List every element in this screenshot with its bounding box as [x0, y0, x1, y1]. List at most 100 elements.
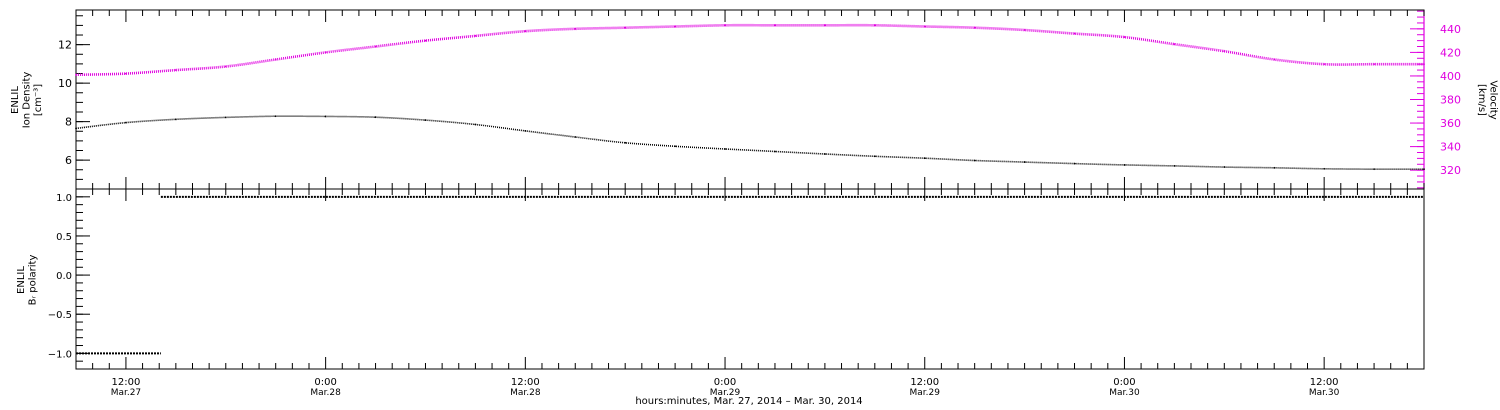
- time-axis: 12:00Mar.270:00Mar.2812:00Mar.280:00Mar.…: [111, 377, 1340, 398]
- velocity-point: [424, 39, 427, 42]
- velocity-point: [873, 24, 876, 27]
- top-plot-frame: [75, 9, 1425, 190]
- velocity-point: [474, 35, 477, 37]
- x-tick-date-label: Mar.29: [710, 388, 741, 398]
- density-point: [724, 148, 726, 150]
- density-point: [1023, 161, 1026, 163]
- density-point: [474, 123, 477, 126]
- velocity-axis-tick-label: 440: [1440, 23, 1461, 36]
- density-point: [324, 115, 327, 118]
- density-point: [823, 153, 826, 155]
- x-tick-date-label: Mar.27: [111, 388, 141, 398]
- velocity-point: [1023, 29, 1026, 31]
- x-tick-time-label: 12:00: [910, 377, 939, 388]
- density-point: [1423, 168, 1425, 171]
- density-axis-tick-label: 12: [58, 39, 72, 52]
- density-point: [524, 129, 527, 132]
- velocity-point: [923, 25, 926, 28]
- velocity-axis-label-line: [km/s]: [1476, 84, 1487, 116]
- density-point: [75, 127, 77, 130]
- density-point: [1123, 164, 1126, 166]
- x-tick-time-label: 0:00: [1113, 377, 1135, 388]
- velocity-axis-tick-label: 400: [1440, 70, 1461, 83]
- velocity-point: [1223, 50, 1226, 53]
- bottom-plot-frame: [75, 188, 1425, 370]
- velocity-series-line: [75, 23, 1424, 77]
- velocity-point: [574, 27, 577, 30]
- velocity-point: [75, 73, 77, 76]
- density-point: [624, 141, 627, 144]
- velocity-point: [224, 65, 227, 68]
- x-tick-date-label: Mar.30: [1109, 388, 1140, 398]
- velocity-point: [1323, 63, 1326, 66]
- density-point: [174, 118, 177, 121]
- density-point: [873, 155, 876, 158]
- polarity-axis-tick-label: −0.5: [48, 310, 72, 321]
- x-axis-title: hours:minutes, Mar. 27, 2014 – Mar. 30, …: [635, 396, 862, 407]
- density-axis-tick-label: 10: [58, 77, 72, 90]
- velocity-axis-label: ENLILVelocity[km/s]: [1476, 80, 1500, 119]
- density-axis-tick-label: 8: [65, 116, 72, 129]
- density-point: [1373, 168, 1375, 171]
- velocity-point: [1373, 63, 1375, 66]
- velocity-axis-label-line: Velocity: [1488, 80, 1499, 119]
- velocity-axis-tick-label: 380: [1440, 94, 1461, 107]
- density-point: [374, 116, 377, 119]
- density-point: [1273, 166, 1276, 169]
- polarity-axis-tick-label: −1.0: [48, 349, 72, 360]
- velocity-point: [125, 72, 127, 75]
- velocity-axis-tick-label: 420: [1440, 46, 1461, 59]
- density-point: [125, 121, 127, 124]
- velocity-point: [624, 26, 627, 29]
- density-point: [1073, 162, 1076, 165]
- x-tick-time-label: 0:00: [714, 377, 736, 388]
- density-series-line: [75, 115, 1424, 170]
- density-point: [1173, 165, 1176, 167]
- x-tick-time-label: 12:00: [511, 377, 540, 388]
- density-point: [1223, 166, 1226, 168]
- velocity-axis-tick-label: 360: [1440, 117, 1461, 130]
- x-tick-time-label: 0:00: [314, 377, 336, 388]
- polarity-axis-tick-label: 0.0: [56, 271, 72, 282]
- velocity-axis-tick-label: 340: [1440, 141, 1461, 154]
- velocity-axis-tick-label: 320: [1440, 164, 1461, 177]
- density-point: [774, 150, 776, 153]
- x-tick-time-label: 12:00: [1310, 377, 1339, 388]
- density-point: [923, 157, 926, 160]
- velocity-point: [774, 24, 776, 27]
- velocity-point: [674, 25, 677, 28]
- polarity-panel: −1.0 −0.5 0.0 0.5 1.0 ENLIL Bᵣ polarity: [16, 188, 1425, 370]
- polarity-axis-label: ENLIL Bᵣ polarity: [16, 255, 39, 306]
- velocity-point: [374, 45, 377, 48]
- density-point: [274, 115, 277, 118]
- density-point: [674, 145, 677, 148]
- x-tick-time-label: 12:00: [112, 377, 141, 388]
- density-axis-label-line: [cm⁻³]: [33, 84, 44, 116]
- density-point: [1323, 167, 1326, 170]
- velocity-point: [724, 24, 726, 27]
- polarity-axis-tick-label: 1.0: [56, 193, 72, 204]
- density-point: [973, 159, 976, 162]
- polarity-axis-tick-label: 0.5: [56, 232, 72, 243]
- polarity-axis-label-line: Bᵣ polarity: [27, 255, 38, 306]
- polarity-axis-label-line: ENLIL: [16, 266, 27, 294]
- velocity-point: [1123, 36, 1126, 38]
- density-axis-label-line: Ion Density: [22, 72, 33, 129]
- velocity-point: [324, 51, 327, 54]
- velocity-point: [174, 69, 177, 71]
- density-point: [424, 119, 427, 121]
- velocity-point: [1273, 58, 1276, 61]
- velocity-point: [973, 26, 976, 29]
- x-tick-date-label: Mar.29: [910, 388, 941, 398]
- velocity-point: [823, 24, 826, 27]
- velocity-point: [274, 58, 277, 61]
- velocity-point: [1173, 43, 1176, 46]
- x-tick-date-label: Mar.28: [510, 388, 541, 398]
- velocity-point: [524, 30, 527, 33]
- density-velocity-panel: 6 8 10 12 320 340 360 380 400 420 440 ENLIL Ion Dens…: [10, 9, 1500, 190]
- density-axis-label: ENLIL Ion Density [cm⁻³]: [10, 72, 44, 129]
- velocity-point: [1073, 32, 1076, 35]
- density-axis-label-line: ENLIL: [10, 86, 21, 114]
- x-tick-date-label: Mar.30: [1309, 388, 1340, 398]
